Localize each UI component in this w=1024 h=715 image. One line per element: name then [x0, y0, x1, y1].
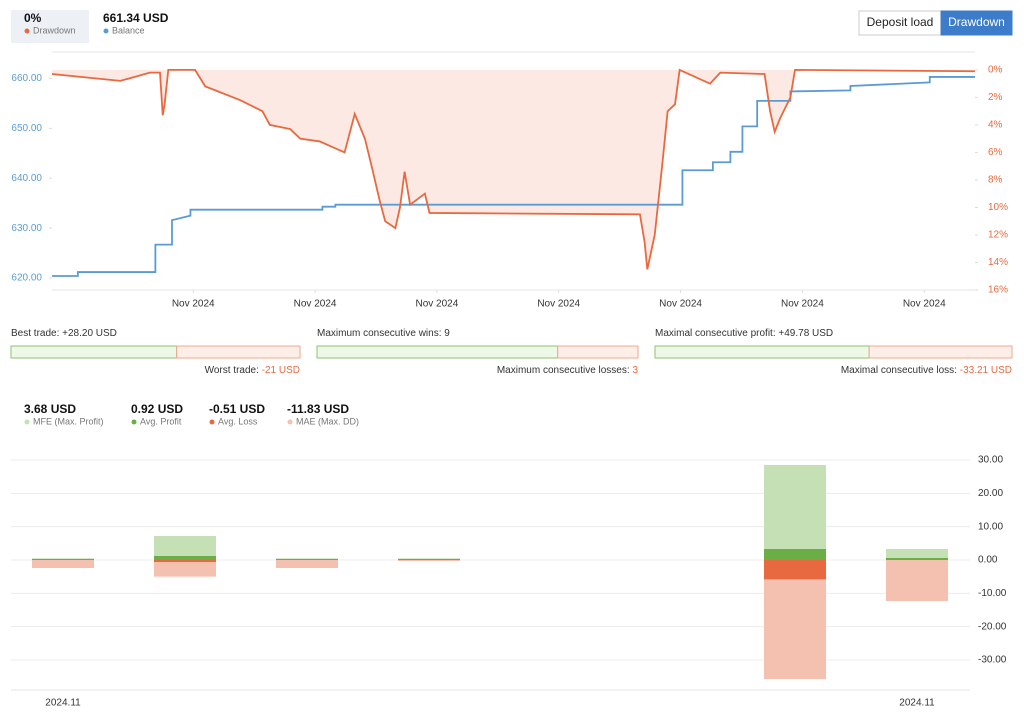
bar: [764, 549, 826, 560]
bar: [886, 560, 948, 601]
bar: [764, 465, 826, 560]
bar: [154, 560, 216, 562]
stat-label: Best trade:: [11, 328, 59, 339]
y-tick-label: -20.00: [978, 621, 1007, 632]
summary-value: -0.51 USD: [209, 402, 265, 416]
legend-dot: [287, 419, 293, 425]
stat-label: Maximum consecutive wins:: [317, 328, 441, 339]
stat-value: 3: [632, 365, 638, 376]
stat-value: -21 USD: [262, 365, 300, 376]
y2-tick-label: 8%: [988, 175, 1003, 186]
bar: [154, 560, 216, 577]
legend-dot: [209, 419, 215, 425]
x-tick-label: 2024.11: [899, 698, 935, 709]
x-tick-label: Nov 2024: [294, 299, 337, 310]
stat-bar-win: [654, 345, 870, 359]
x-tick-label: 2024.11: [45, 698, 81, 709]
bar: [398, 560, 460, 561]
bar: [276, 560, 338, 568]
y2-tick-label: 14%: [988, 257, 1008, 268]
bar: [886, 549, 948, 560]
stat-value: -33.21 USD: [960, 365, 1012, 376]
x-tick-label: Nov 2024: [659, 299, 702, 310]
button-bg: [940, 10, 1013, 36]
legend-dot: [131, 419, 137, 425]
bar: [886, 558, 948, 560]
y2-tick-label: 0%: [988, 65, 1003, 76]
y2-tick-label: 4%: [988, 120, 1003, 131]
bar: [764, 560, 826, 679]
legend-label: Drawdown: [33, 25, 76, 35]
toggle-button[interactable]: Deposit load: [858, 10, 942, 36]
y-tick-label: -10.00: [978, 588, 1007, 599]
x-tick-label: Nov 2024: [903, 299, 946, 310]
x-tick-label: Nov 2024: [537, 299, 580, 310]
x-tick-label: Nov 2024: [781, 299, 824, 310]
y2-tick-label: 2%: [988, 92, 1003, 103]
legend-dot: [24, 419, 30, 425]
summary-value: 3.68 USD: [24, 402, 76, 416]
stat-bar-win: [316, 345, 559, 359]
stat-value: 9: [444, 328, 450, 339]
y-tick-label: 660.00: [11, 73, 42, 84]
button-label: Drawdown: [948, 15, 1005, 29]
stat-bottom: Worst trade: -21 USD: [205, 365, 300, 376]
legend-dot: [24, 28, 30, 34]
y2-tick-label: 16%: [988, 285, 1008, 296]
bar: [398, 559, 460, 560]
stat-bar-loss: [557, 345, 639, 359]
stat-bar-win: [10, 345, 178, 359]
stat-value: +28.20 USD: [62, 328, 117, 339]
legend-label: Balance: [112, 25, 145, 35]
summary-value: -11.83 USD: [287, 402, 349, 416]
legend-label: MFE (Max. Profit): [33, 416, 104, 426]
y-tick-label: 0.00: [978, 555, 998, 566]
stat-label: Maximal consecutive loss:: [841, 365, 957, 376]
stat-label: Maximum consecutive losses:: [497, 365, 630, 376]
x-tick-label: Nov 2024: [172, 299, 215, 310]
legend-label: Avg. Loss: [218, 416, 258, 426]
stat-bar-loss: [176, 345, 301, 359]
legend-label: Avg. Profit: [140, 416, 182, 426]
y2-tick-label: 6%: [988, 147, 1003, 158]
y-tick-label: 20.00: [978, 488, 1003, 499]
stat-bottom: Maximum consecutive losses: 3: [497, 365, 639, 376]
y-tick-label: 650.00: [11, 123, 42, 134]
y-tick-label: 10.00: [978, 521, 1003, 532]
stat-bottom: Maximal consecutive loss: -33.21 USD: [841, 365, 1012, 376]
stat-label: Maximal consecutive profit:: [655, 328, 776, 339]
legend-label: MAE (Max. DD): [296, 416, 359, 426]
legend-value: 0%: [24, 11, 42, 25]
y2-tick-label: 12%: [988, 230, 1008, 241]
summary-value: 0.92 USD: [131, 402, 183, 416]
y-tick-label: 620.00: [11, 273, 42, 284]
legend-value: 661.34 USD: [103, 11, 169, 25]
series-line: [51, 68, 976, 270]
bar: [32, 559, 94, 560]
y-tick-label: 630.00: [11, 223, 42, 234]
bar: [32, 560, 94, 568]
button-bg: [858, 10, 942, 36]
stat-bar-loss: [868, 345, 1013, 359]
stat-top: Maximum consecutive wins: 9: [317, 328, 450, 339]
x-tick-label: Nov 2024: [415, 299, 458, 310]
y-tick-label: 640.00: [11, 173, 42, 184]
legend-dot: [103, 28, 109, 34]
bar: [154, 556, 216, 560]
series-line: [52, 76, 975, 277]
stat-top: Maximal consecutive profit: +49.78 USD: [655, 328, 833, 339]
y-tick-label: 30.00: [978, 455, 1003, 466]
y2-tick-label: 10%: [988, 202, 1008, 213]
toggle-button[interactable]: Drawdown: [940, 10, 1013, 36]
button-label: Deposit load: [867, 15, 934, 29]
stat-top: Best trade: +28.20 USD: [11, 328, 117, 339]
y-tick-label: -30.00: [978, 655, 1007, 666]
legend-box: [11, 10, 89, 43]
bar: [276, 559, 338, 560]
stat-label: Worst trade:: [205, 365, 259, 376]
stat-value: +49.78 USD: [778, 328, 833, 339]
drawdown-area: [52, 69, 975, 270]
bar: [764, 560, 826, 580]
